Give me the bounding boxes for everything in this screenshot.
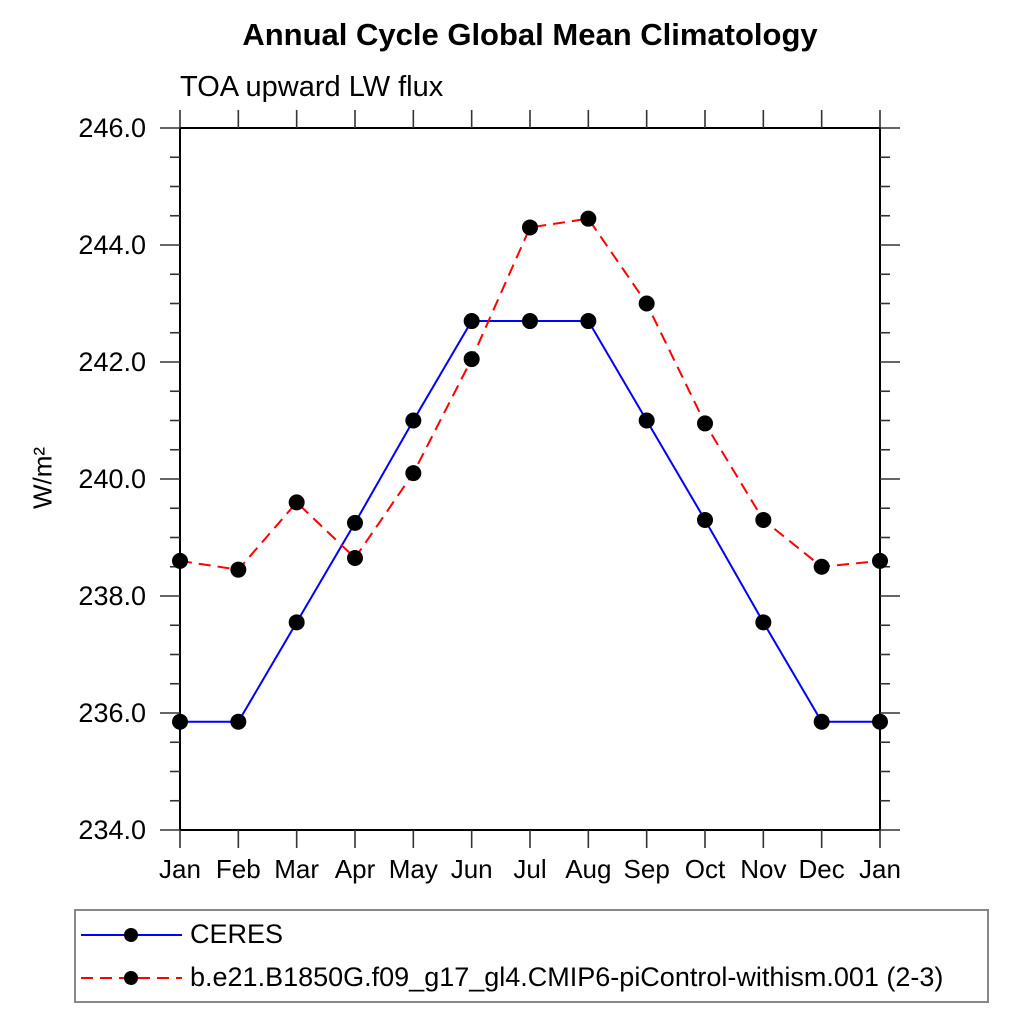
- legend-label-ceres: CERES: [190, 919, 284, 949]
- x-tick-label: Nov: [740, 854, 786, 884]
- data-point-marker: [580, 210, 597, 227]
- x-tick-label: Jan: [159, 854, 201, 884]
- data-point-marker: [347, 549, 363, 566]
- data-point-marker: [405, 465, 422, 482]
- data-point-marker: [813, 558, 830, 575]
- y-tick-label: 246.0: [78, 113, 146, 143]
- legend-swatch-ceres: [81, 927, 182, 942]
- data-point-marker: [172, 552, 188, 569]
- data-point-marker: [230, 561, 247, 578]
- data-point-marker: [638, 295, 655, 312]
- x-tick-label: Mar: [274, 854, 319, 884]
- data-point-marker: [580, 313, 597, 330]
- data-point-marker: [522, 313, 538, 330]
- series-line-1: [179, 217, 881, 571]
- series-line-0: [180, 320, 880, 723]
- data-point-marker: [405, 412, 422, 429]
- data-point-marker: [755, 511, 772, 528]
- legend-swatch-model: [81, 970, 182, 985]
- data-point-marker: [463, 351, 480, 368]
- data-point-marker: [463, 313, 480, 330]
- legend-label-model: b.e21.B1850G.f09_g17_gl4.CMIP6-piControl…: [190, 962, 944, 992]
- legend-item-model: b.e21.B1850G.f09_g17_gl4.CMIP6-piControl…: [79, 957, 987, 999]
- legend-box: CERES b.e21.B1850G.f09_g17_gl4.CMIP6-piC…: [74, 909, 989, 1003]
- y-tick-label: 240.0: [78, 464, 146, 494]
- x-tick-label: Sep: [624, 854, 670, 884]
- x-tick-label: Oct: [685, 854, 726, 884]
- x-tick-label: Apr: [335, 854, 376, 884]
- y-tick-label: 244.0: [78, 230, 146, 260]
- data-point-marker: [172, 713, 188, 730]
- x-tick-label: Dec: [799, 854, 845, 884]
- y-axis-label: W/m²: [27, 446, 58, 510]
- data-point-marker: [755, 614, 772, 631]
- legend-item-ceres: CERES: [79, 914, 987, 956]
- chart-title: Annual Cycle Global Mean Climatology: [242, 17, 818, 52]
- data-point-marker: [638, 412, 655, 429]
- x-tick-label: Jan: [859, 854, 901, 884]
- data-point-marker: [872, 552, 888, 569]
- legend-marker-1: [124, 970, 138, 985]
- x-tick-label: Jun: [451, 854, 493, 884]
- x-tick-label: Feb: [216, 854, 261, 884]
- data-point-marker: [288, 494, 305, 511]
- data-point-marker: [288, 614, 305, 631]
- data-point-marker: [813, 713, 830, 730]
- y-tick-label: 238.0: [78, 581, 146, 611]
- x-tick-label: Aug: [565, 854, 611, 884]
- y-tick-label: 234.0: [78, 815, 146, 845]
- y-tick-label: 242.0: [78, 347, 146, 377]
- x-tick-label: Jul: [513, 854, 546, 884]
- data-point-marker: [230, 713, 247, 730]
- data-point-marker: [697, 511, 713, 528]
- legend-marker-0: [124, 927, 138, 942]
- data-point-marker: [522, 219, 538, 236]
- data-point-marker: [347, 514, 363, 531]
- data-point-marker: [697, 415, 713, 432]
- y-tick-label: 236.0: [78, 698, 146, 728]
- chart-subtitle: TOA upward LW flux: [180, 71, 444, 103]
- data-point-marker: [872, 713, 888, 730]
- x-tick-label: May: [389, 854, 438, 884]
